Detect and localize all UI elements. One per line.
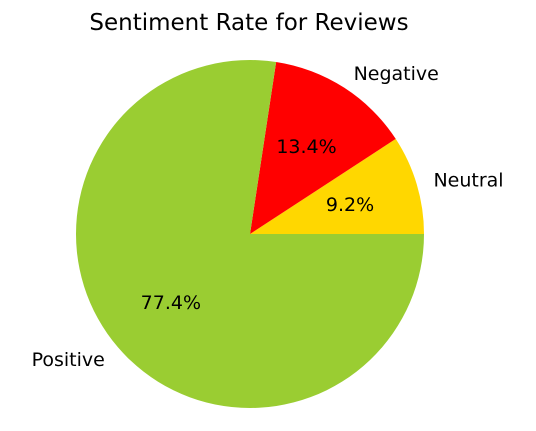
chart-title: Sentiment Rate for Reviews	[89, 10, 408, 36]
pct-label-negative: 13.4%	[276, 136, 336, 158]
slice-label-negative: Negative	[354, 63, 439, 85]
slice-label-positive: Positive	[32, 349, 105, 371]
pie-slices	[76, 60, 425, 408]
slice-neutral	[250, 138, 424, 234]
pct-label-positive: 77.4%	[141, 292, 201, 314]
slice-negative	[250, 61, 396, 235]
pct-label-neutral: 9.2%	[326, 194, 374, 216]
slice-positive	[76, 60, 425, 408]
pie-labels: Neutral 9.2% Negative 13.4% Positive 77.4%	[32, 63, 504, 371]
slice-label-neutral: Neutral	[433, 169, 503, 191]
